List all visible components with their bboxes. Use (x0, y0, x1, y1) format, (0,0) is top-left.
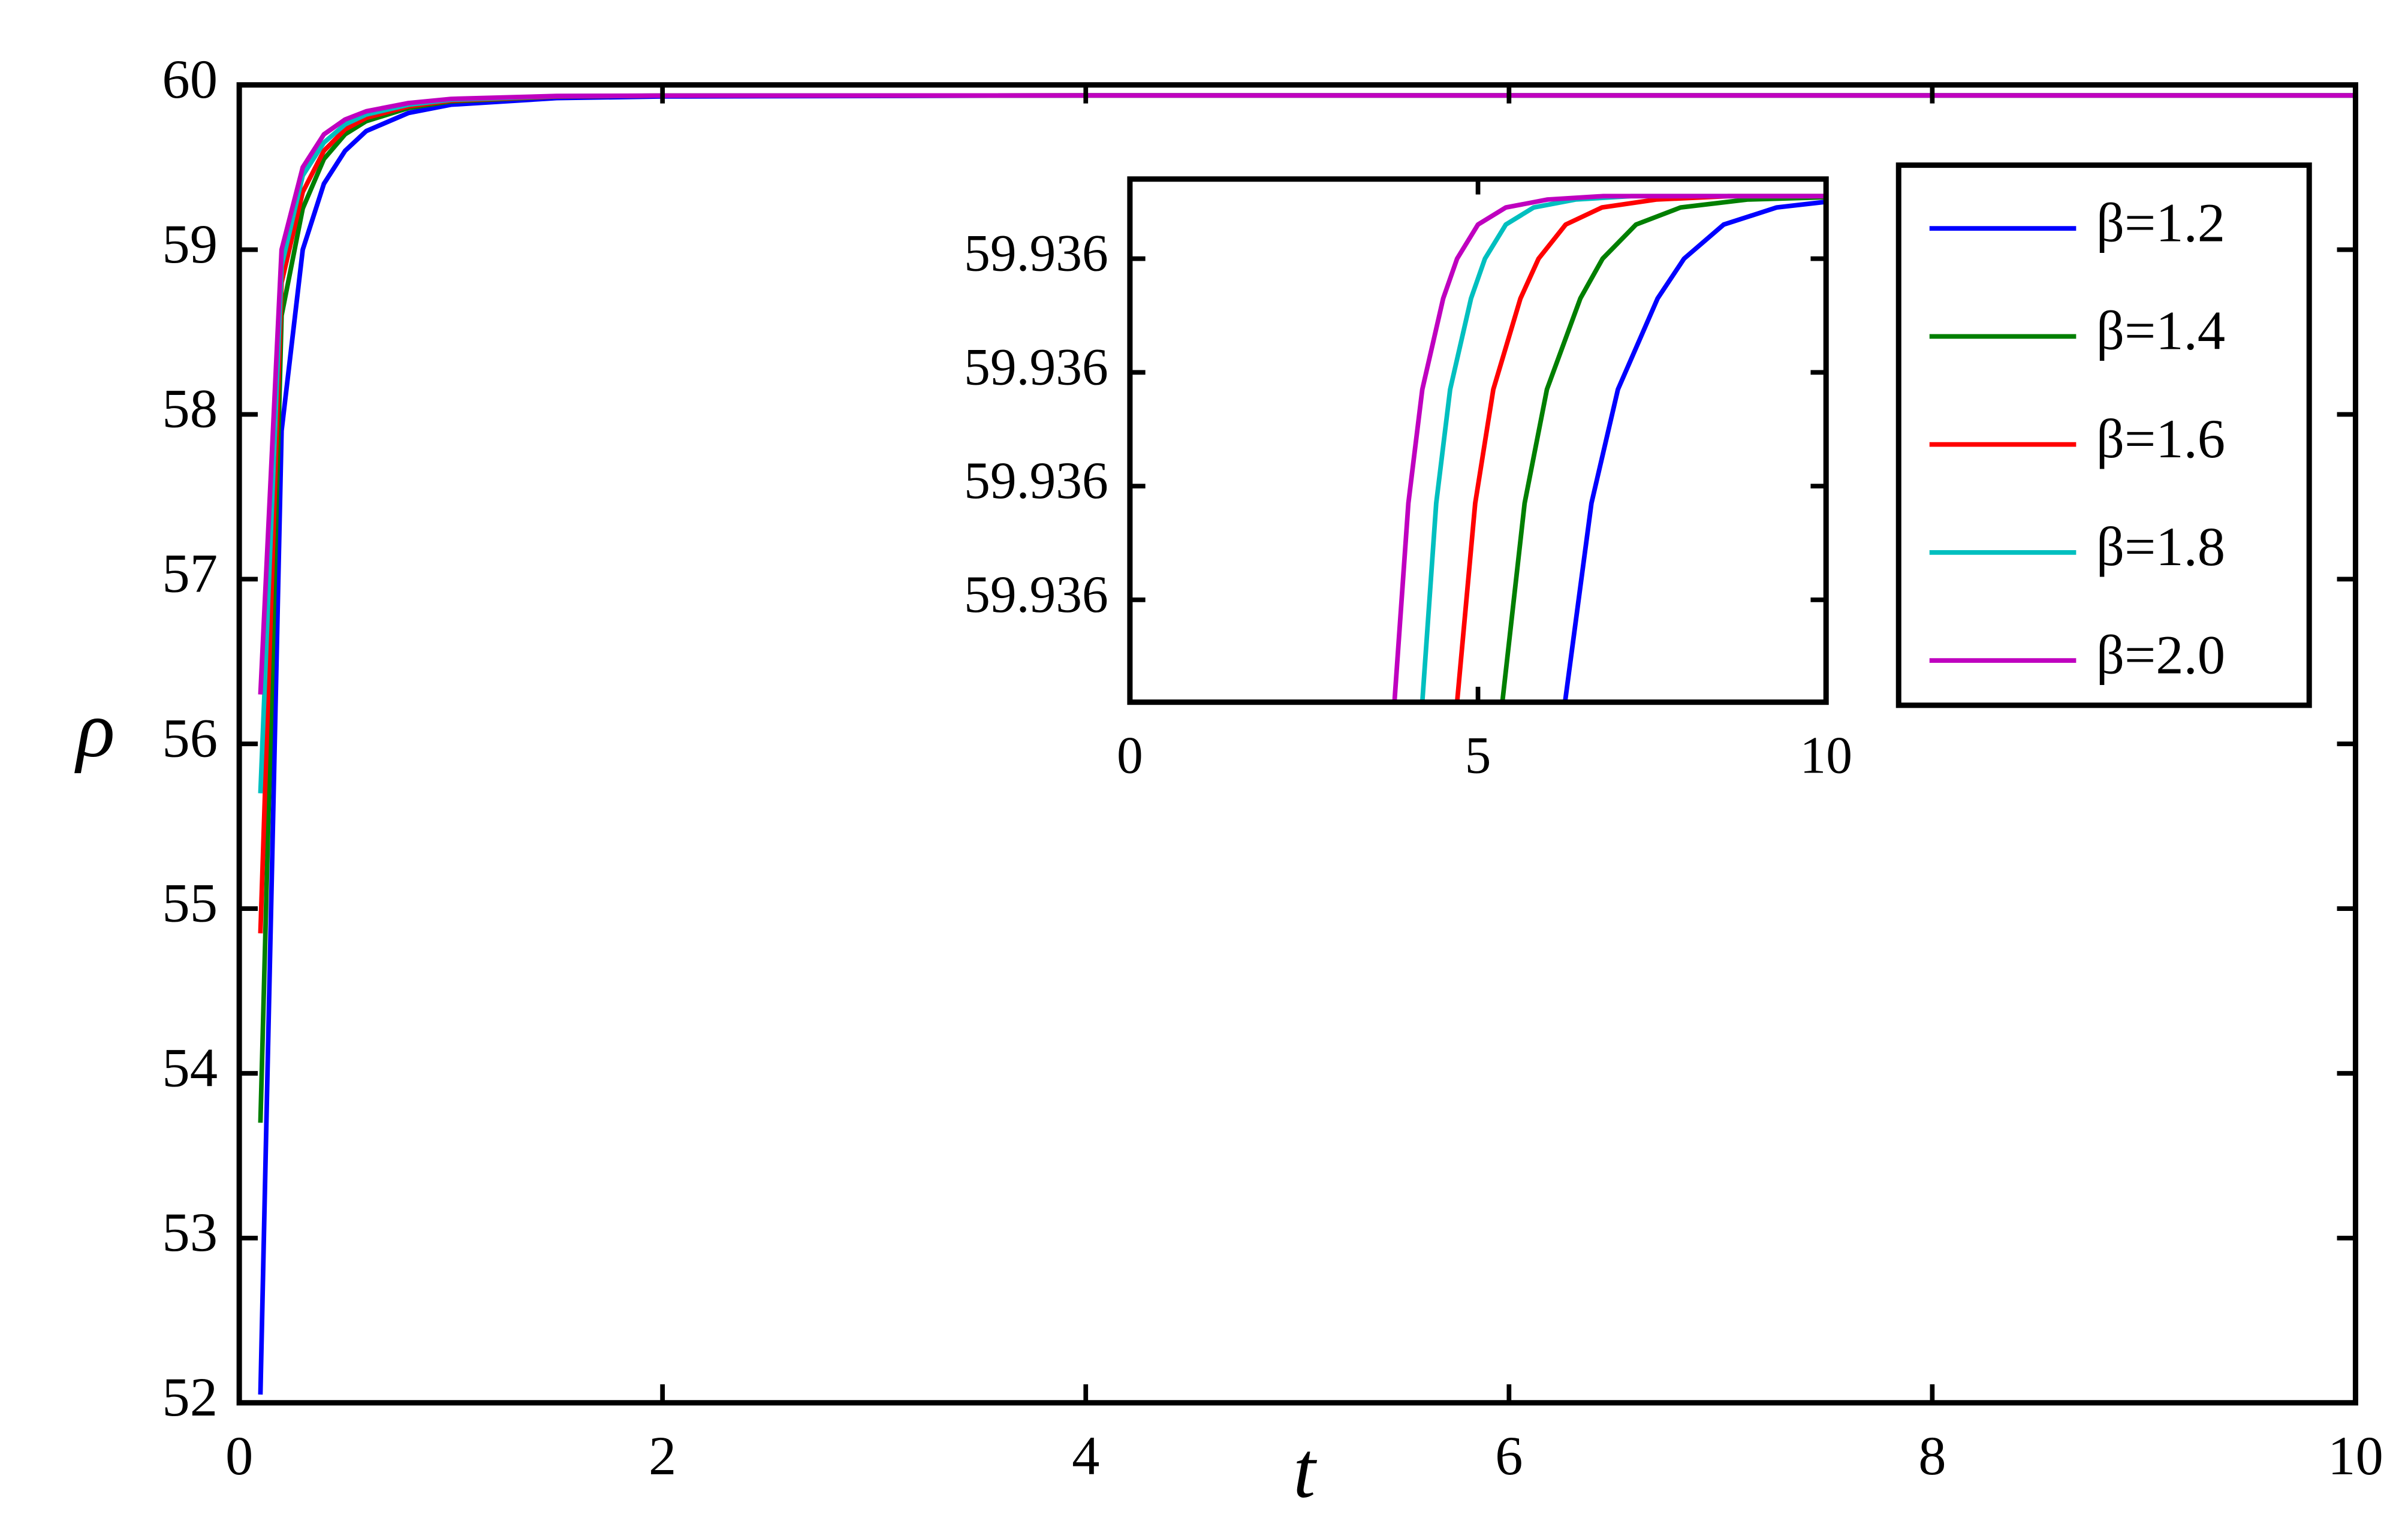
y-tick-label: 59.936 (964, 451, 1108, 509)
x-tick-label: 10 (1800, 726, 1852, 784)
y-tick-label: 59.936 (964, 337, 1108, 396)
y-tick-label: 60 (162, 49, 218, 110)
x-tick-label: 6 (1495, 1425, 1523, 1487)
y-tick-label: 58 (162, 378, 218, 440)
x-tick-label: 4 (1072, 1425, 1099, 1487)
y-tick-label: 57 (162, 543, 218, 605)
y-tick-label: 59 (162, 213, 218, 275)
inset-background (1129, 179, 1827, 702)
legend-label: β=1.8 (2096, 516, 2225, 578)
y-axis-label: ρ (74, 685, 115, 774)
series-line (258, 93, 2356, 695)
legend-label: β=1.2 (2096, 192, 2225, 254)
y-tick-label: 55 (162, 872, 218, 934)
series-line (1500, 195, 1827, 703)
legend-label: β=1.4 (2096, 300, 2225, 362)
axes-frame (236, 82, 2358, 1406)
y-tick-label: 53 (162, 1202, 218, 1263)
x-tick-label: 10 (2328, 1425, 2383, 1487)
y-tick-label: 59.936 (964, 224, 1108, 282)
series-line (1562, 199, 1827, 703)
x-tick-label: 8 (1918, 1425, 1946, 1487)
y-tick-label: 59.936 (964, 565, 1108, 623)
y-tick-label: 56 (162, 708, 218, 769)
legend-box (1895, 162, 2312, 708)
y-tick-label: 52 (162, 1366, 218, 1428)
x-tick-label: 0 (1117, 726, 1143, 784)
legend-label: β=2.0 (2096, 624, 2225, 686)
x-tick-label: 2 (649, 1425, 676, 1487)
series-line (1392, 194, 1827, 702)
y-tick-label: 54 (162, 1037, 218, 1099)
x-axis-label: t (1293, 1426, 1317, 1514)
axes-frame (1127, 176, 1829, 705)
x-tick-label: 0 (225, 1425, 253, 1487)
legend-label: β=1.6 (2096, 408, 2225, 470)
x-tick-label: 5 (1465, 726, 1491, 784)
